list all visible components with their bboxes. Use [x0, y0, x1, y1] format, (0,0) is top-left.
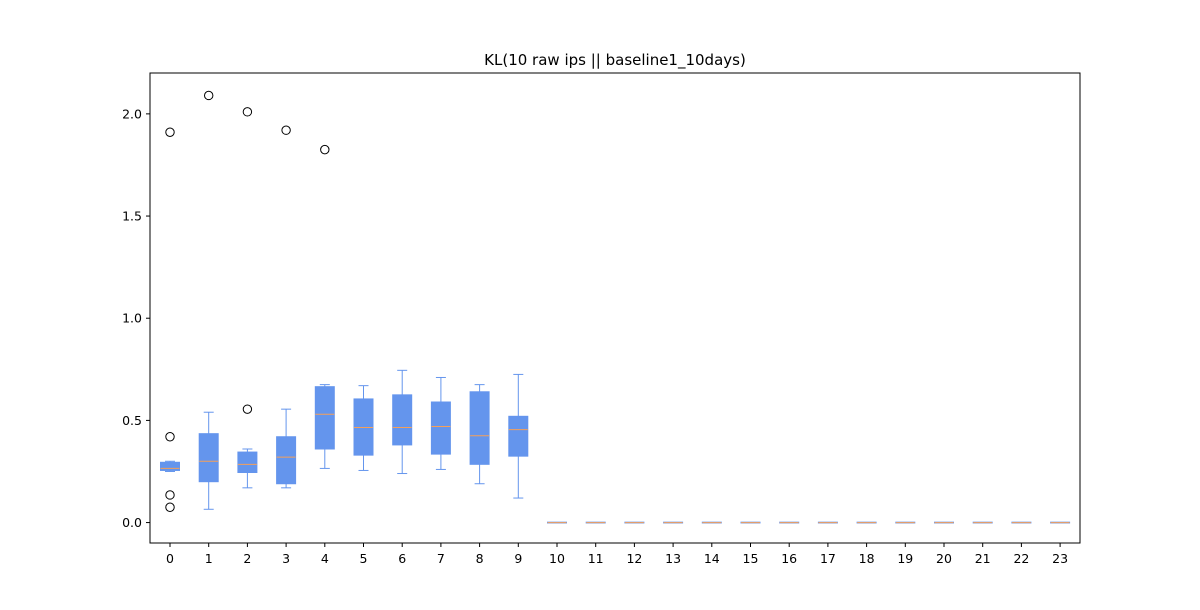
x-tick-label: 2	[243, 551, 251, 566]
x-tick-label: 4	[321, 551, 329, 566]
box-23	[1050, 521, 1071, 524]
axes-frame	[149, 72, 1081, 544]
box-6	[392, 369, 413, 475]
flier-point	[165, 490, 175, 500]
box-8	[469, 384, 490, 485]
x-tick-label: 23	[1052, 551, 1068, 566]
y-tick-label: 0.0	[122, 515, 142, 530]
x-tick-label: 18	[859, 551, 875, 566]
box-iqr	[198, 433, 219, 483]
x-tick-label: 8	[476, 551, 484, 566]
box-19	[895, 521, 916, 524]
x-tick-label: 13	[665, 551, 681, 566]
plot-area	[160, 90, 1071, 524]
x-tick-label: 5	[360, 551, 368, 566]
flier-point	[320, 144, 330, 155]
box-7	[430, 376, 451, 470]
box-iqr	[508, 415, 529, 457]
box-3	[276, 125, 297, 489]
x-tick-label: 9	[514, 551, 522, 566]
x-tick-label: 7	[437, 551, 445, 566]
box-2	[237, 107, 258, 489]
box-iqr	[237, 451, 258, 473]
flier-point	[165, 432, 175, 442]
y-tick-label: 0.5	[122, 413, 142, 428]
box-22	[1011, 521, 1032, 524]
y-tick-label: 2.0	[122, 106, 142, 121]
x-tick-label: 6	[398, 551, 406, 566]
y-tick-label: 1.0	[122, 311, 142, 326]
box-20	[934, 521, 954, 524]
x-tick-label: 0	[166, 551, 174, 566]
box-21	[972, 521, 993, 524]
x-tick-label: 16	[781, 551, 797, 566]
flier-point	[165, 127, 175, 137]
x-tick-label: 14	[704, 551, 720, 566]
x-tick-label: 1	[205, 551, 213, 566]
flier-point	[204, 90, 214, 101]
x-tick-label: 3	[282, 551, 290, 566]
box-4	[314, 144, 335, 469]
box-14	[701, 521, 722, 524]
flier-point	[242, 107, 253, 117]
box-iqr	[160, 461, 180, 471]
box-10	[547, 521, 567, 524]
box-iqr	[392, 394, 413, 446]
box-0	[160, 127, 180, 512]
x-tick-label: 15	[743, 551, 759, 566]
box-18	[856, 521, 877, 524]
box-9	[508, 373, 529, 499]
box-15	[740, 521, 761, 524]
x-tick-label: 21	[975, 551, 991, 566]
y-tick-label: 1.5	[122, 209, 142, 224]
box-iqr	[430, 401, 451, 455]
x-tick-label: 10	[549, 551, 565, 566]
box-17	[817, 521, 838, 524]
x-tick-label: 20	[936, 551, 952, 566]
x-tick-label: 11	[588, 551, 604, 566]
x-tick-label: 17	[820, 551, 836, 566]
x-tick-label: 22	[1013, 551, 1029, 566]
box-11	[585, 521, 606, 524]
box-13	[663, 521, 684, 524]
x-tick-label: 12	[626, 551, 642, 566]
chart-title: KL(10 raw ips || baseline1_10days)	[484, 51, 746, 70]
box-iqr	[353, 398, 374, 456]
box-iqr	[276, 436, 297, 485]
flier-point	[242, 404, 253, 414]
box-5	[353, 385, 374, 471]
box-1	[198, 90, 219, 510]
box-16	[779, 521, 800, 524]
flier-point	[281, 125, 291, 135]
box-iqr	[469, 391, 490, 465]
axes: 0.00.51.01.52.00 1 2 3 4 5 6 7 8 9 10 11 12 13 14 15 16 1…	[122, 72, 1081, 566]
flier-point	[165, 502, 175, 512]
x-tick-label: 19	[897, 551, 913, 566]
box-12	[624, 521, 645, 524]
box-iqr	[314, 386, 335, 450]
